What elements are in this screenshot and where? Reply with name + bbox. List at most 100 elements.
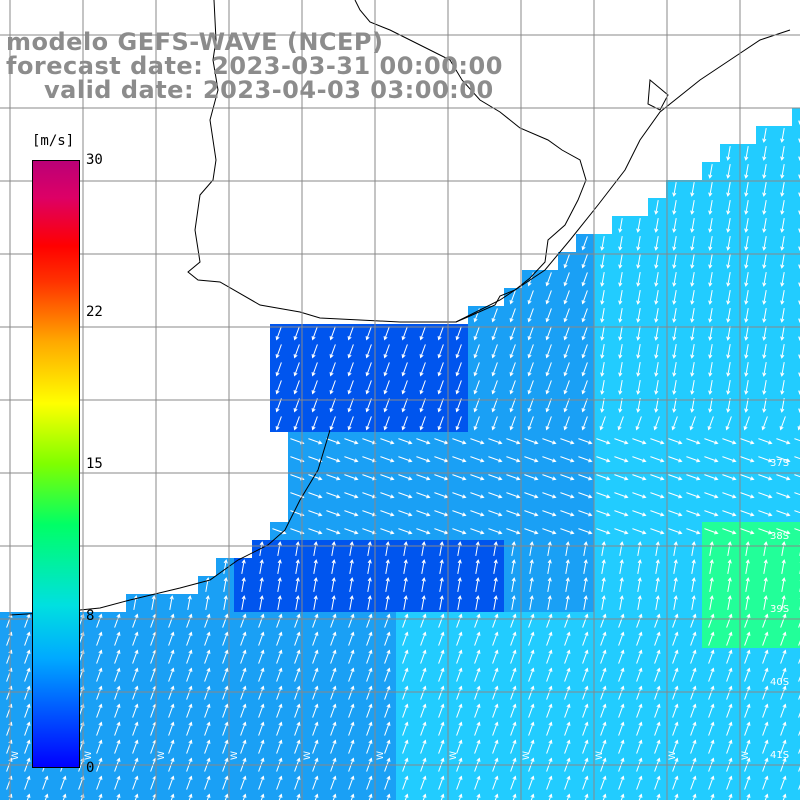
wind-arrow	[637, 595, 642, 610]
wind-arrow	[457, 541, 462, 556]
longitude-label: W	[11, 751, 21, 760]
wind-arrow	[528, 703, 535, 718]
wind-arrow	[439, 577, 444, 592]
wind-arrow	[276, 649, 283, 664]
wind-arrow	[762, 326, 767, 341]
argentina-coast	[9, 429, 331, 616]
wind-arrow	[168, 721, 175, 736]
wind-arrow	[366, 631, 373, 646]
wind-arrow	[258, 631, 265, 646]
wind-arrow	[259, 595, 264, 610]
wind-arrow	[275, 416, 282, 431]
wind-arrow	[762, 146, 767, 161]
wind-arrow	[347, 380, 354, 395]
wind-arrow	[491, 326, 498, 341]
wind-arrow	[582, 667, 589, 682]
wind-arrow	[546, 667, 553, 682]
wind-arrow	[780, 362, 785, 377]
wind-arrow	[578, 492, 593, 499]
wind-arrow	[528, 721, 535, 736]
wind-arrow	[510, 631, 517, 646]
wind-arrow	[294, 613, 301, 628]
wind-arrow	[488, 492, 503, 499]
wind-arrow	[690, 182, 695, 197]
wind-arrow	[704, 528, 719, 535]
wind-arrow	[708, 703, 715, 718]
wind-arrow	[452, 438, 467, 445]
wind-arrow	[344, 438, 359, 445]
wind-arrow	[637, 541, 642, 556]
wind-arrow	[293, 362, 300, 377]
wind-arrow	[259, 577, 264, 592]
wind-arrow	[506, 474, 521, 481]
wind-arrow	[672, 613, 679, 628]
colorbar-tick-8: 8	[86, 608, 95, 624]
wind-arrow	[170, 793, 175, 800]
wind-arrow	[650, 456, 665, 463]
wind-arrow	[134, 793, 139, 800]
wind-arrow	[416, 492, 431, 499]
wind-arrow	[654, 721, 661, 736]
wind-arrow	[798, 676, 800, 682]
wind-arrow	[565, 577, 570, 592]
wind-arrow	[690, 685, 697, 700]
wind-arrow	[636, 344, 641, 359]
wind-arrow	[744, 649, 751, 664]
wind-arrow	[794, 492, 800, 496]
wind-arrow	[650, 492, 665, 499]
wind-arrow	[596, 492, 611, 499]
wind-arrow	[798, 784, 800, 790]
wind-arrow	[780, 667, 787, 682]
wind-arrow	[439, 559, 444, 574]
wind-arrow	[275, 362, 282, 377]
wind-arrow	[582, 703, 589, 718]
wind-arrow	[704, 492, 719, 499]
wind-arrow	[546, 703, 553, 718]
wind-arrow	[380, 528, 395, 535]
wind-arrow	[744, 182, 749, 197]
wind-arrow	[365, 416, 372, 431]
wind-arrow	[635, 416, 642, 431]
wind-arrow	[600, 290, 605, 305]
wind-arrow	[602, 793, 607, 800]
wind-arrow	[365, 398, 372, 413]
wind-arrow	[690, 362, 695, 377]
wind-arrow	[491, 380, 498, 395]
wind-arrow	[114, 775, 121, 790]
wind-arrow	[474, 613, 481, 628]
wind-arrow	[311, 416, 318, 431]
wind-arrow	[403, 541, 408, 556]
wind-arrow	[384, 739, 391, 754]
wind-arrow	[114, 613, 121, 628]
wind-arrow	[240, 721, 247, 736]
wind-arrow	[744, 146, 749, 161]
wind-arrow	[186, 613, 193, 628]
wind-arrow	[473, 344, 480, 359]
wind-arrow	[456, 775, 463, 790]
wind-arrow	[578, 474, 593, 481]
wind-arrow	[708, 685, 715, 700]
wind-arrow	[132, 685, 139, 700]
wind-arrow	[744, 344, 749, 359]
wind-arrow	[384, 721, 391, 736]
wind-arrow	[348, 667, 355, 682]
wind-arrow	[638, 793, 643, 800]
wind-arrow	[205, 595, 210, 610]
wind-arrow	[691, 577, 696, 592]
wind-arrow	[745, 577, 750, 592]
wind-arrow	[582, 721, 589, 736]
wind-arrow	[475, 559, 480, 574]
wind-arrow	[673, 595, 678, 610]
wind-arrow	[763, 577, 768, 592]
wind-arrow	[383, 362, 390, 377]
wind-arrow	[492, 613, 499, 628]
wind-arrow	[403, 577, 408, 592]
wind-arrow	[582, 649, 589, 664]
wind-arrow	[114, 703, 121, 718]
wind-arrow	[347, 416, 354, 431]
wind-arrow	[744, 290, 749, 305]
wind-arrow	[617, 416, 624, 431]
wind-arrow	[563, 344, 570, 359]
wind-arrow	[456, 739, 463, 754]
wind-arrow	[114, 685, 121, 700]
